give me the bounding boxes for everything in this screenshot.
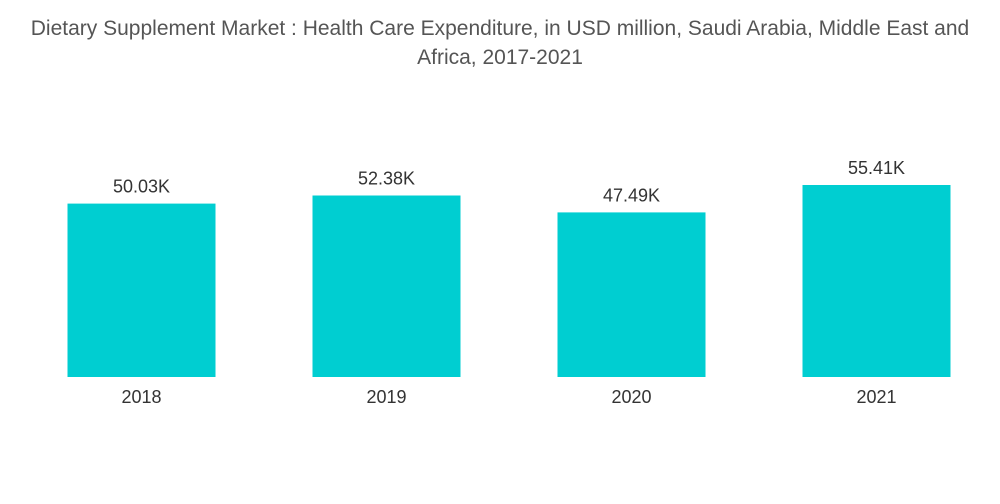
bar-2021: [802, 185, 951, 377]
x-tick-label-2018: 2018: [121, 387, 161, 407]
chart-title: Dietary Supplement Market : Health Care …: [30, 17, 970, 69]
value-label-2021: 55.41K: [848, 158, 905, 178]
x-tick-label-2020: 2020: [611, 387, 651, 407]
x-tick-label-2019: 2019: [366, 387, 406, 407]
value-label-2018: 50.03K: [113, 177, 170, 197]
x-tick-label-2021: 2021: [856, 387, 896, 407]
bar-2019: [312, 195, 461, 377]
value-label-2019: 52.38K: [358, 169, 415, 189]
bar-2018: [67, 203, 216, 377]
value-label-2020: 47.49K: [603, 185, 660, 205]
bar-2020: [557, 212, 706, 377]
